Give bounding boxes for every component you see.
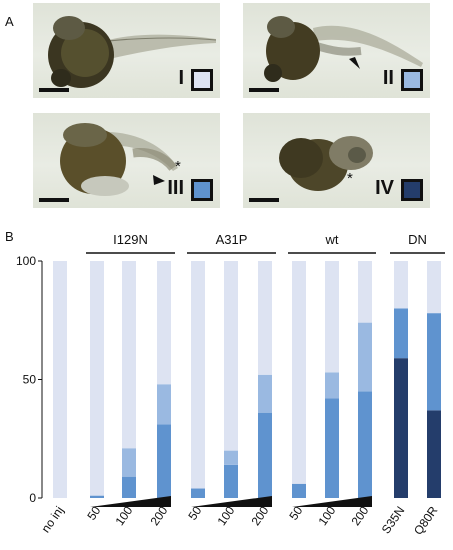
color-swatch: [191, 69, 213, 91]
class-label: II: [382, 67, 394, 89]
x-tick-label: S35N: [379, 504, 408, 537]
y-tick-label: 100: [16, 254, 36, 268]
bar-segment-III: [122, 476, 136, 498]
bar-segment-I: [292, 261, 306, 484]
embryo-image-class-3: * III: [33, 113, 220, 208]
bar-segment-II: [122, 448, 136, 477]
group-label: DN: [408, 232, 427, 247]
bar-segment-III: [292, 483, 306, 498]
bar-segment-II: [157, 384, 171, 425]
embryo-2-drawing: [264, 16, 423, 82]
group-label: I129N: [113, 232, 148, 247]
asterisk-mark: *: [347, 170, 353, 187]
panel-b-label: B: [5, 229, 14, 244]
bar-segment-I: [427, 261, 441, 314]
bar-segment-I: [53, 261, 67, 498]
x-tick-label: 100: [112, 503, 135, 528]
arrowhead-icon: [349, 57, 360, 69]
bar-segment-III: [157, 424, 171, 498]
bar-segment-I: [90, 261, 104, 496]
scale-bar: [39, 198, 69, 202]
class-label: IV: [375, 177, 394, 199]
bar-segment-I: [224, 261, 238, 451]
dose-ramp-icon: [90, 496, 171, 507]
bar-segment-III: [258, 412, 272, 498]
embryo-4-drawing: *: [279, 136, 373, 191]
arrowhead-icon: [153, 175, 165, 185]
bar-segment-III: [325, 398, 339, 498]
bar-segment-IV: [394, 358, 408, 498]
scale-bar: [39, 88, 69, 92]
bar-segment-III: [394, 308, 408, 359]
bar-segment-III: [224, 464, 238, 498]
embryo-3-drawing: *: [60, 123, 181, 196]
scale-bar: [249, 88, 279, 92]
bar-segment-I: [394, 261, 408, 309]
bar-segment-I: [325, 261, 339, 373]
x-tick-label: 200: [147, 503, 170, 528]
bar-segment-III: [358, 391, 372, 498]
embryo-image-class-2: II: [243, 3, 430, 98]
embryo-image-class-4: * IV: [243, 113, 430, 208]
bar-segment-III: [191, 488, 205, 498]
bar-segment-III: [427, 313, 441, 411]
bar-segment-I: [157, 261, 171, 385]
bar-segment-I: [358, 261, 372, 323]
class-label: III: [167, 177, 184, 199]
bar-segment-IV: [427, 410, 441, 498]
dose-ramp-icon: [292, 496, 372, 507]
bar-segment-II: [224, 450, 238, 465]
panel-a-label: A: [5, 14, 14, 29]
x-tick-label: 100: [214, 503, 237, 528]
x-tick-label: 100: [315, 503, 338, 528]
bar-segment-II: [325, 372, 339, 399]
x-tick-label: no inj: [39, 504, 67, 536]
asterisk-mark: *: [175, 158, 181, 175]
dose-ramp-icon: [191, 496, 272, 507]
bar-segment-I: [122, 261, 136, 449]
color-swatch: [401, 69, 423, 91]
x-tick-label: 200: [248, 503, 271, 528]
color-swatch: [191, 179, 213, 201]
x-tick-label: Q80R: [411, 503, 441, 537]
bar-segment-II: [258, 374, 272, 413]
class-label: I: [178, 67, 184, 89]
embryo-image-class-1: I: [33, 3, 220, 98]
embryo-1-drawing: [48, 16, 217, 88]
y-tick-label: 0: [29, 491, 36, 505]
x-tick-label: 200: [348, 503, 371, 528]
bar-segment-II: [358, 322, 372, 392]
color-swatch: [401, 179, 423, 201]
bar-segment-I: [191, 261, 205, 489]
group-label: wt: [325, 232, 339, 247]
y-tick-label: 50: [23, 373, 37, 387]
bar-segment-I: [258, 261, 272, 375]
scale-bar: [249, 198, 279, 202]
group-label: A31P: [216, 232, 248, 247]
bar-segment-III: [90, 495, 104, 498]
